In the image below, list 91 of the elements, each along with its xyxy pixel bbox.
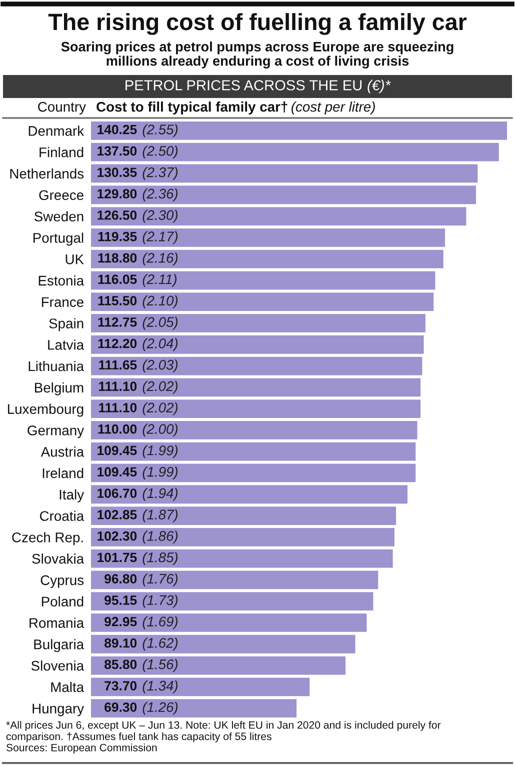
y-tick-label: Czech Rep.	[12, 532, 83, 546]
data-label: 92.95 (1.69)	[104, 616, 178, 630]
bar	[91, 378, 421, 397]
bar	[91, 314, 426, 332]
y-tick-label: Greece	[39, 190, 84, 200]
y-tick-label: Romania	[30, 618, 84, 628]
source-note: Sources: European Commission	[6, 744, 157, 754]
y-tick-label: Cyprus	[40, 575, 84, 588]
data-label: 106.70 (1.94)	[98, 488, 178, 501]
bar	[91, 699, 297, 718]
data-label: 130.35 (2.37)	[98, 167, 178, 180]
data-label: 137.50 (2.50)	[98, 146, 178, 159]
data-label: 89.10 (1.62)	[104, 638, 178, 651]
bar	[91, 634, 356, 654]
data-label: 115.50 (2.10)	[98, 295, 178, 308]
data-label: 95.15 (1.73)	[104, 594, 178, 608]
bar	[91, 570, 378, 590]
bar	[91, 656, 346, 675]
y-tick-label: Slovenia	[31, 660, 84, 671]
bar	[91, 400, 421, 418]
data-label: 96.80 (1.76)	[104, 573, 178, 586]
y-tick-label: Latvia	[48, 340, 84, 350]
y-tick-label: Sweden	[34, 211, 84, 222]
chart-title: The rising cost of fuelling a family car	[48, 13, 467, 35]
data-label: 112.20 (2.04)	[98, 338, 178, 352]
y-tick-label: Bulgaria	[34, 639, 84, 652]
y-tick-label: Croatia	[40, 510, 84, 521]
y-tick-label: Italy	[60, 489, 84, 502]
bar	[91, 485, 408, 504]
y-tick-label: Luxembourg	[8, 404, 84, 417]
bar	[91, 528, 394, 546]
data-label: 102.30 (1.86)	[98, 530, 178, 544]
text: *All prices Jun 6, except UK – Jun 13. Note: UK left EU in Jan 2020 and is included purely for comparison. †Assumes fuel tank has capacity of 55 litres	[6, 721, 441, 742]
y-tick-label: Poland	[42, 596, 84, 607]
y-tick-label: Netherlands	[10, 168, 84, 179]
data-label: 126.50 (2.30)	[98, 210, 178, 223]
bar	[91, 207, 466, 226]
bar	[91, 614, 367, 632]
y-tick-label: Spain	[49, 318, 84, 332]
data-label: 85.80 (1.56)	[104, 659, 178, 672]
bar	[91, 464, 416, 482]
data-label: 109.45 (1.99)	[98, 466, 178, 480]
data-label: 73.70 (1.34)	[104, 680, 178, 694]
bar	[91, 549, 393, 568]
data-label: 101.75 (1.85)	[98, 552, 178, 566]
bar	[91, 121, 507, 140]
bar	[91, 228, 446, 247]
y-tick-label: Estonia	[38, 275, 84, 286]
data-label: 119.35 (2.17)	[98, 231, 178, 244]
bar	[91, 678, 310, 696]
data-label: 111.65 (2.03)	[99, 360, 178, 372]
y-tick-label: Malta	[51, 682, 84, 692]
bar	[91, 271, 436, 290]
y-tick-label: Belgium	[35, 382, 84, 396]
y-tick-label: Lithuania	[28, 360, 84, 372]
bar	[91, 142, 499, 162]
data-label: 111.10 (2.02)	[99, 402, 178, 416]
data-label: 69.30 (1.26)	[104, 702, 178, 715]
x-axis-title: Cost to fill typical family car† (cost per litre)	[96, 102, 375, 114]
y-tick-label: Austria	[40, 446, 84, 457]
y-tick-label: Denmark	[28, 126, 84, 136]
y-axis-title: Country	[38, 102, 86, 114]
data-label: 110.00 (2.00)	[98, 424, 178, 437]
y-tick-label: Portugal	[33, 232, 84, 246]
chart-subtitle: Soaring prices at petrol pumps across Europe are squeezing millions already enduring a cost of living crisis	[61, 42, 454, 68]
bar	[91, 420, 418, 440]
data-label: 140.25 (2.55)	[98, 124, 178, 138]
data-label: 112.75 (2.05)	[98, 316, 178, 330]
bar	[91, 592, 374, 611]
y-tick-label: UK	[66, 254, 84, 264]
data-label: 111.10 (2.02)	[99, 380, 178, 394]
bar	[91, 164, 478, 183]
y-tick-label: Ireland	[42, 468, 84, 478]
y-tick-label: Germany	[28, 426, 84, 438]
bar	[91, 442, 416, 461]
bar	[91, 335, 424, 354]
data-label: 116.05 (2.11)	[98, 274, 177, 287]
bar	[91, 250, 444, 268]
data-label: 109.45 (1.99)	[98, 445, 178, 458]
y-tick-label: Finland	[40, 147, 84, 158]
data-label: 118.80 (2.16)	[98, 252, 178, 266]
bar	[91, 292, 434, 312]
bar	[91, 186, 476, 204]
y-tick-label: Hungary	[32, 704, 84, 716]
bar	[91, 356, 422, 376]
y-tick-label: Slovakia	[32, 554, 84, 564]
data-label: 129.80 (2.36)	[98, 188, 178, 202]
y-tick-label: France	[42, 297, 84, 308]
bar	[91, 506, 396, 525]
text: PETROL PRICES ACROSS THE EU (€)*	[126, 80, 391, 94]
data-label: 102.85 (1.87)	[98, 509, 178, 522]
